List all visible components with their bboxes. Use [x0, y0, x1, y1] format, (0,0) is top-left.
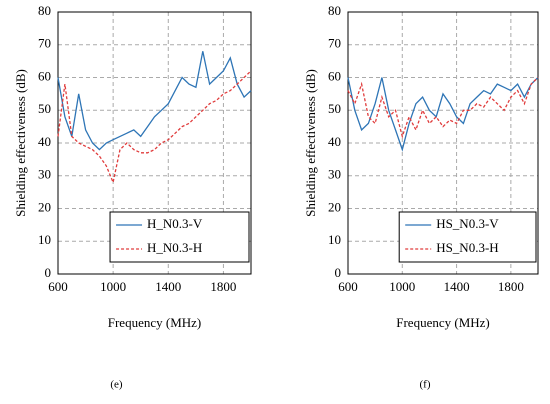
y-tick-label: 10 — [38, 232, 51, 247]
y-tick-label: 20 — [328, 199, 341, 214]
series-line — [57, 70, 252, 185]
y-tick-label: 50 — [38, 101, 51, 116]
x-tick-label: 1000 — [389, 279, 415, 294]
legend-box — [398, 211, 537, 263]
y-tick-label: 30 — [38, 167, 51, 182]
x-axis-label: Frequency (MHz) — [108, 315, 202, 330]
y-tick-label: 50 — [328, 101, 341, 116]
legend-label: HS_N0.3-H — [436, 240, 498, 255]
legend-label: H_N0.3-H — [147, 240, 202, 255]
series-line — [57, 51, 252, 151]
y-tick-label: 80 — [38, 3, 51, 18]
y-axis-label: Shielding effectiveness (dB) — [13, 69, 28, 217]
x-tick-label: 600 — [48, 279, 68, 294]
y-tick-label: 40 — [328, 134, 341, 149]
y-tick-label: 20 — [38, 199, 51, 214]
x-tick-label: 1800 — [498, 279, 524, 294]
plot-frame — [57, 11, 252, 275]
y-axis-label: Shielding effectiveness (dB) — [303, 69, 318, 217]
caption: (e) — [110, 379, 123, 391]
series-line — [347, 77, 539, 152]
series-line — [347, 77, 539, 139]
caption: (f) — [420, 379, 431, 391]
y-tick-label: 80 — [328, 3, 341, 18]
x-tick-label: 1400 — [444, 279, 470, 294]
y-tick-label: 30 — [328, 167, 341, 182]
x-tick-label: 1800 — [210, 279, 236, 294]
plot-frame — [347, 11, 539, 275]
x-tick-label: 1000 — [100, 279, 126, 294]
legend-label: HS_N0.3-V — [436, 216, 499, 231]
y-tick-label: 0 — [335, 265, 342, 280]
y-tick-label: 40 — [38, 134, 51, 149]
x-tick-label: 1400 — [155, 279, 181, 294]
x-tick-label: 600 — [338, 279, 358, 294]
x-axis-label: Frequency (MHz) — [396, 315, 490, 330]
y-tick-label: 0 — [45, 265, 52, 280]
y-tick-label: 70 — [38, 36, 51, 51]
y-tick-label: 70 — [328, 36, 341, 51]
legend-box — [109, 211, 250, 263]
y-tick-label: 60 — [38, 68, 51, 83]
y-tick-label: 60 — [328, 68, 341, 83]
y-tick-label: 10 — [328, 232, 341, 247]
legend-label: H_N0.3-V — [147, 216, 203, 231]
